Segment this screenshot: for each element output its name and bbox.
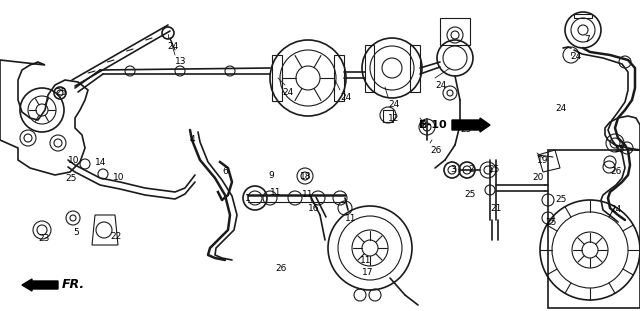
Text: 13: 13	[175, 57, 186, 66]
Text: 17: 17	[362, 268, 374, 277]
Text: 24: 24	[388, 100, 399, 109]
Text: FR.: FR.	[62, 278, 85, 291]
Text: 24: 24	[282, 88, 293, 97]
Text: 3: 3	[450, 165, 456, 174]
Text: 24: 24	[167, 42, 179, 51]
Text: 4: 4	[190, 135, 196, 144]
Text: E-10: E-10	[419, 120, 447, 130]
Text: 26: 26	[430, 146, 442, 155]
Text: 18: 18	[300, 172, 312, 181]
Text: 2: 2	[468, 165, 474, 174]
Text: 15: 15	[614, 145, 625, 154]
FancyArrow shape	[452, 118, 490, 132]
Text: 11: 11	[345, 214, 356, 223]
Text: 24: 24	[555, 104, 566, 113]
Text: 25: 25	[460, 125, 472, 134]
Text: 6: 6	[222, 167, 228, 176]
Text: 9: 9	[268, 171, 274, 180]
Text: 21: 21	[490, 204, 501, 213]
FancyArrow shape	[22, 279, 58, 291]
Text: 12: 12	[388, 114, 399, 123]
Text: 24: 24	[610, 205, 621, 214]
Text: 11: 11	[270, 188, 282, 197]
Text: 25: 25	[545, 218, 556, 227]
Text: 24: 24	[340, 93, 351, 102]
Text: 16: 16	[308, 204, 319, 213]
Text: 20: 20	[532, 173, 543, 182]
Text: 7: 7	[584, 35, 589, 44]
Text: 25: 25	[65, 174, 76, 183]
Text: 23: 23	[38, 234, 49, 243]
Text: 8: 8	[420, 121, 426, 130]
Text: 11: 11	[360, 256, 371, 265]
Text: 26: 26	[610, 167, 621, 176]
Text: 10: 10	[68, 156, 79, 165]
Text: 11: 11	[302, 190, 314, 199]
Text: 24: 24	[570, 52, 581, 61]
Text: 10: 10	[113, 173, 125, 182]
Text: 19: 19	[537, 156, 548, 165]
Text: 5: 5	[73, 228, 79, 237]
Text: 1: 1	[245, 194, 251, 203]
Text: 14: 14	[95, 158, 106, 167]
Text: 25: 25	[55, 88, 67, 97]
Text: 25: 25	[555, 195, 566, 204]
Text: 25: 25	[488, 165, 499, 174]
Text: 24: 24	[435, 81, 446, 90]
Text: 25: 25	[464, 190, 476, 199]
Text: 22: 22	[110, 232, 121, 241]
Text: 26: 26	[275, 264, 286, 273]
